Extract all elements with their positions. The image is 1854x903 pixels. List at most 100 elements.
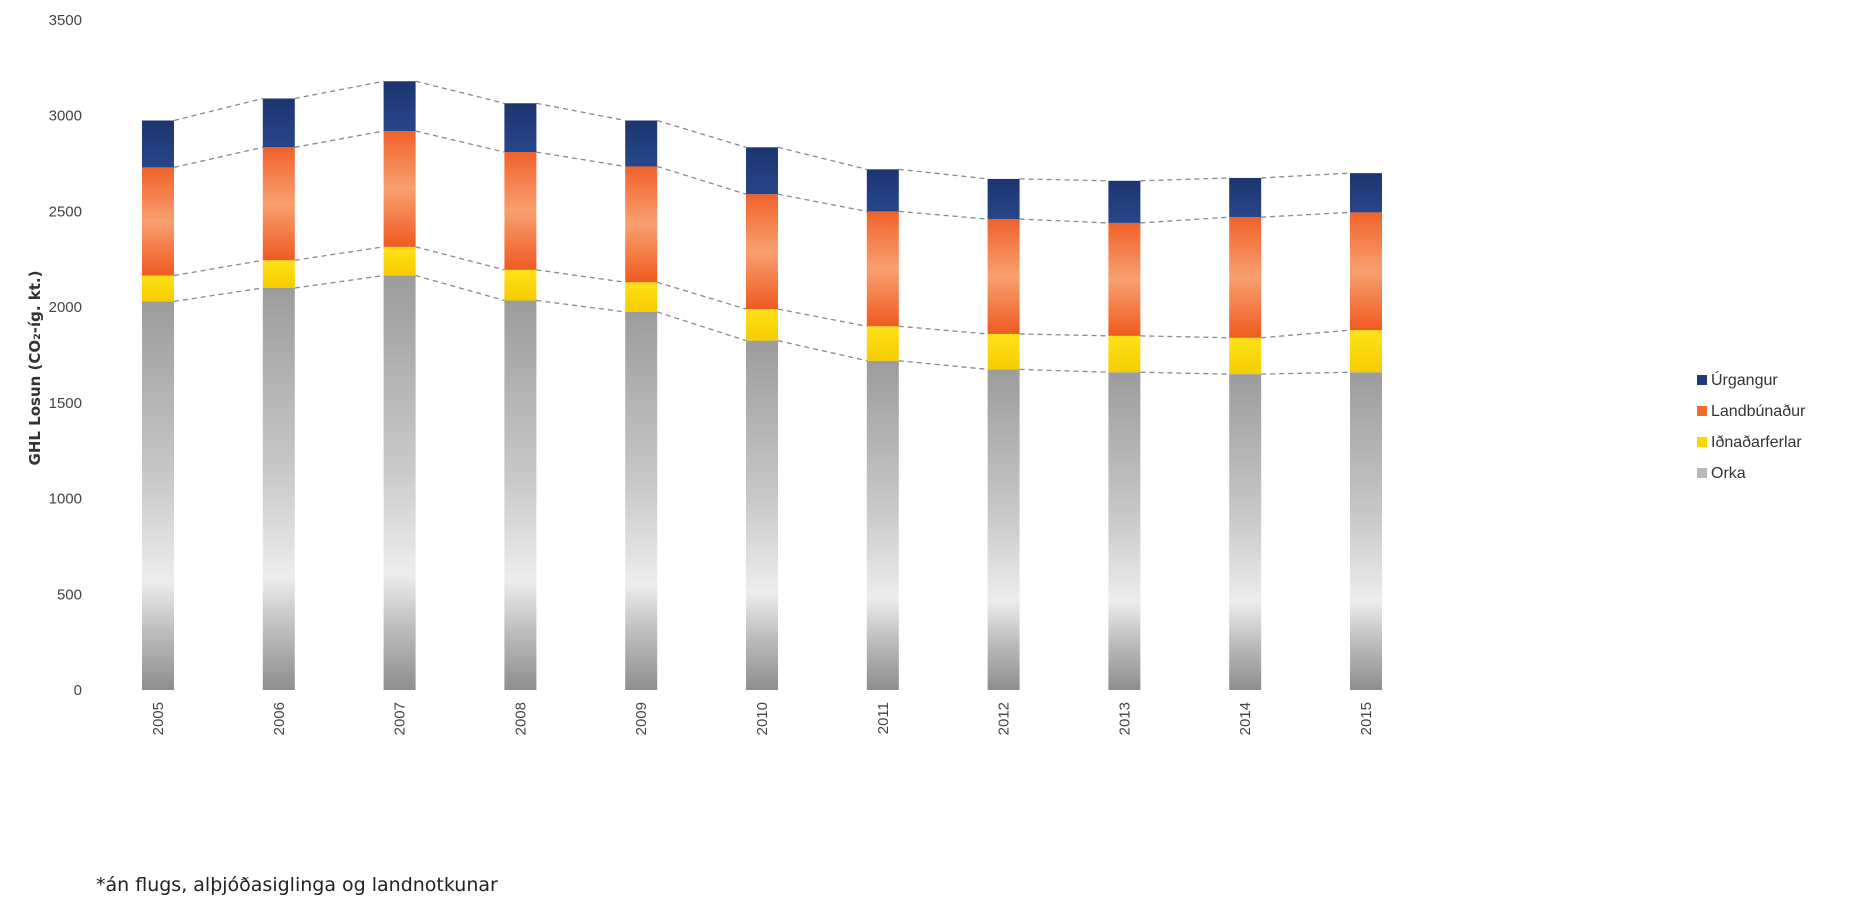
legend-label: Úrgangur	[1711, 370, 1778, 389]
bar-segment-landb-na-ur-2014	[1229, 217, 1262, 338]
bar-segment-i-na-arferlar-2008	[504, 269, 537, 301]
bar-segment--rgangur-2010	[746, 147, 778, 195]
x-tick-label: 2015	[1358, 702, 1375, 735]
connector-line	[1261, 172, 1351, 179]
bar-segment-i-na-arferlar-2006	[262, 260, 295, 288]
x-tick-label: 2012	[996, 702, 1013, 735]
connector-line	[898, 210, 988, 220]
connector-line	[1140, 177, 1230, 182]
bar-segment-orka-2014	[1229, 374, 1262, 690]
bar-segment-landb-na-ur-2009	[625, 166, 658, 283]
y-axis-label: GHL Losun (CO₂-íg. kt.)	[26, 271, 44, 466]
bar-segment-i-na-arferlar-2013	[1108, 335, 1141, 373]
connector-line	[777, 308, 867, 327]
legend-swatch	[1697, 468, 1707, 478]
connector-line	[294, 274, 384, 289]
connector-line	[657, 165, 747, 195]
x-tick-label: 2011	[875, 702, 892, 734]
x-tick-label: 2014	[1237, 702, 1254, 735]
bar-segment--rgangur-2009	[625, 120, 658, 167]
bar-segment-i-na-arferlar-2012	[987, 333, 1020, 370]
connector-line	[777, 340, 867, 362]
connector-line	[898, 168, 988, 180]
bar-segment-landb-na-ur-2013	[1108, 222, 1141, 336]
bars	[142, 81, 1382, 690]
bar-segment--rgangur-2012	[987, 178, 1020, 220]
bar-segment--rgangur-2015	[1350, 173, 1382, 213]
connector-line	[536, 151, 626, 168]
bar-segment-landb-na-ur-2012	[987, 219, 1020, 334]
connector-line	[657, 281, 747, 310]
bar-segment-i-na-arferlar-2005	[142, 275, 174, 302]
bar-segment-orka-2015	[1350, 372, 1382, 690]
connector-line	[1140, 371, 1230, 375]
bar-segment--rgangur-2007	[383, 81, 416, 132]
connector-line	[1261, 329, 1351, 339]
connector-line	[1019, 333, 1109, 337]
bar-segment-orka-2013	[1108, 372, 1141, 690]
legend: Úrgangur Landbúnaður Iðnaðarferlar Orka	[1697, 370, 1806, 482]
bar-segment--rgangur-2008	[504, 103, 537, 153]
connector-line	[898, 325, 988, 335]
legend-label: Orka	[1711, 465, 1746, 482]
x-tick-label: 2008	[512, 702, 529, 735]
connector-line	[173, 97, 263, 122]
bar-segment--rgangur-2005	[142, 120, 174, 168]
connector-line	[415, 246, 505, 271]
connector-line	[657, 311, 747, 342]
connector-line	[536, 269, 626, 283]
bar-segment-orka-2005	[142, 301, 174, 690]
connector-line	[536, 102, 626, 122]
bar-segment-landb-na-ur-2006	[262, 147, 295, 261]
connector-line	[294, 130, 384, 148]
connector-line	[777, 146, 867, 170]
legend-swatch	[1697, 375, 1707, 385]
bar-segment-landb-na-ur-2008	[504, 152, 537, 270]
y-tick-label: 3000	[49, 108, 82, 125]
y-tick-label: 2500	[49, 203, 82, 220]
connector-line	[1140, 216, 1230, 224]
bar-segment--rgangur-2014	[1229, 177, 1262, 218]
y-tick-label: 2000	[49, 299, 82, 316]
connector-line	[173, 287, 263, 303]
bar-segment-orka-2009	[625, 311, 658, 690]
bar-segment-landb-na-ur-2011	[866, 211, 899, 327]
y-tick-label: 500	[57, 586, 82, 603]
y-tick-label: 1500	[49, 395, 82, 412]
bar-segment-landb-na-ur-2007	[383, 131, 416, 247]
connector-line	[777, 193, 867, 213]
x-tick-label: 2013	[1116, 702, 1133, 735]
y-axis: 0 500 1000 1500 2000 2500 3000 3500	[49, 12, 82, 699]
bar-segment-i-na-arferlar-2014	[1229, 337, 1262, 375]
connector-line	[294, 80, 384, 100]
bar-segment-orka-2011	[866, 360, 899, 690]
bar-segment-i-na-arferlar-2007	[383, 246, 416, 276]
bar-segment-orka-2010	[746, 340, 778, 690]
connector-line	[1261, 211, 1351, 218]
connector-line	[1261, 371, 1351, 375]
y-tick-label: 3500	[49, 12, 82, 29]
bar-segment-landb-na-ur-2005	[142, 167, 174, 276]
bar-segment-orka-2007	[383, 275, 416, 690]
bar-segment--rgangur-2006	[262, 98, 295, 148]
bar-segment--rgangur-2013	[1108, 180, 1141, 223]
bar-segment--rgangur-2011	[866, 169, 899, 212]
bar-segment-i-na-arferlar-2015	[1350, 330, 1382, 373]
connector-line	[1140, 335, 1230, 339]
bar-segment-orka-2012	[987, 369, 1020, 690]
x-axis: 2005 2006 2007 2008 2009 2010 2011 2012 2013 2014…	[150, 702, 1375, 735]
x-tick-label: 2005	[150, 702, 167, 735]
connector-line	[898, 360, 988, 371]
connector-line	[1019, 178, 1109, 182]
connector-line	[294, 246, 384, 261]
bar-segment-i-na-arferlar-2009	[625, 282, 658, 312]
connector-lines	[173, 80, 1351, 375]
connector-line	[415, 80, 505, 104]
legend-label: Iðnaðarferlar	[1711, 434, 1802, 451]
bar-segment-landb-na-ur-2010	[746, 194, 778, 310]
connector-line	[415, 130, 505, 153]
x-tick-label: 2010	[754, 702, 771, 735]
connector-line	[415, 274, 505, 302]
connector-line	[1019, 218, 1109, 224]
